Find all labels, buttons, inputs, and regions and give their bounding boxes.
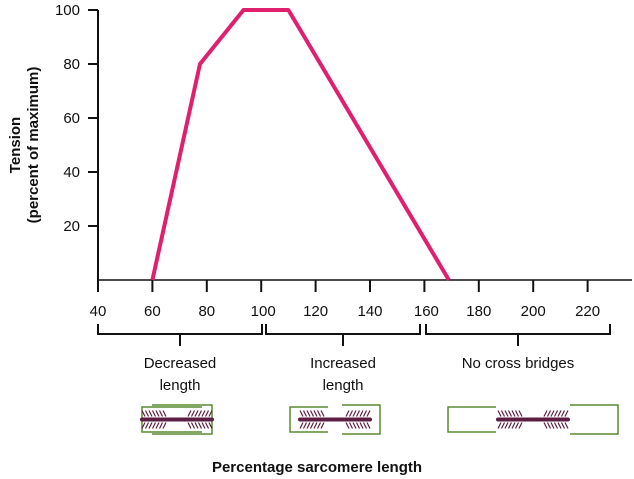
region-bracket	[425, 324, 611, 346]
actin-filament-left	[447, 406, 496, 433]
actin-filament-right	[570, 404, 619, 435]
myosin-heads	[299, 410, 371, 429]
y-tick-label: 20	[63, 218, 80, 235]
actin-filament-left	[289, 406, 328, 433]
y-tick-label: 80	[63, 56, 80, 73]
x-tick-label: 60	[144, 303, 161, 320]
x-tick-label: 220	[575, 303, 600, 320]
actin-filament-right	[342, 404, 381, 435]
region-label: No cross bridges	[462, 355, 575, 372]
sarcomere-diagram	[447, 404, 619, 435]
region-label: Increased	[310, 355, 376, 372]
myosin-heads	[141, 410, 213, 429]
region-label: Decreased	[144, 355, 217, 372]
y-tick-label: 40	[63, 164, 80, 181]
x-tick-label: 180	[466, 303, 491, 320]
x-tick-label: 140	[357, 303, 382, 320]
sarcomere-diagram	[140, 404, 214, 435]
x-tick-label: 200	[521, 303, 546, 320]
region-bracket	[265, 324, 421, 346]
x-tick-label: 40	[90, 303, 107, 320]
x-tick-label: 120	[303, 303, 328, 320]
region-label: length	[323, 377, 364, 394]
tension-line	[150, 8, 451, 282]
myosin-heads	[497, 410, 569, 429]
x-axis-label: Percentage sarcomere length	[212, 459, 422, 476]
y-axis-label: Tension	[7, 117, 24, 173]
region-bracket	[97, 324, 263, 346]
y-axis-label-sub: (percent of maximum)	[25, 67, 42, 224]
region-label: length	[160, 377, 201, 394]
sarcomere-diagram	[289, 404, 381, 435]
y-tick-label: 60	[63, 110, 80, 127]
y-tick-label: 100	[55, 2, 80, 19]
x-tick-label: 100	[251, 303, 276, 320]
x-tick-label: 160	[414, 303, 439, 320]
x-tick-label: 80	[198, 303, 215, 320]
